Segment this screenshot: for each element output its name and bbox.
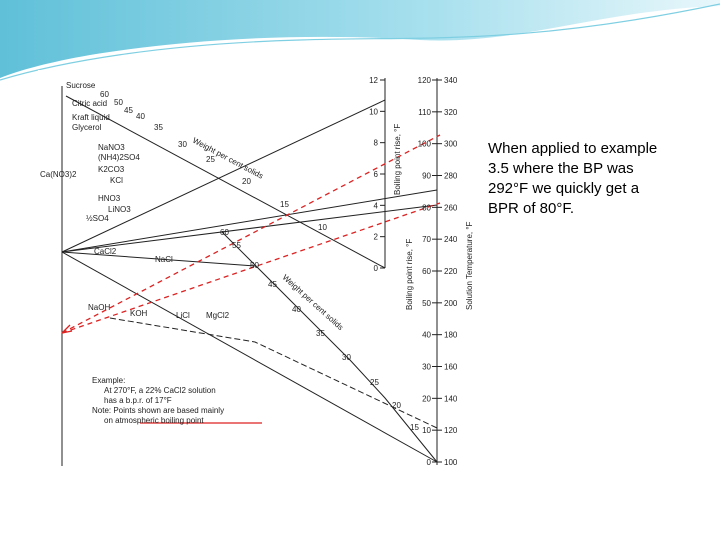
callout-line: 3.5 where the BP was xyxy=(488,160,634,177)
compound-label: ½SO4 xyxy=(86,214,109,223)
solids-tick: 45 xyxy=(124,106,133,115)
compound-label: CaCl2 xyxy=(94,247,117,256)
compound-label: Glycerol xyxy=(72,123,102,132)
bpr-tick-label: 6 xyxy=(374,170,379,179)
callout-line: BPR of 80°F. xyxy=(488,200,574,217)
bpr-tick-label: 4 xyxy=(374,201,379,210)
bpr-tick-label: 120 xyxy=(418,76,432,85)
temp-tick-label: 340 xyxy=(444,76,458,85)
nomograph-image xyxy=(38,70,682,472)
temp-tick-label: 220 xyxy=(444,267,458,276)
bpr-tick-label: 40 xyxy=(422,331,431,340)
example-note: Note: Points shown are based mainly xyxy=(92,406,224,415)
temp-tick-label: 160 xyxy=(444,363,458,372)
example-note: on atmospheric boiling point xyxy=(104,416,204,425)
temp-tick-label: 180 xyxy=(444,331,458,340)
solids-tick: 15 xyxy=(410,423,419,432)
bpr-tick-label: 10 xyxy=(369,107,378,116)
temp-tick-label: 320 xyxy=(444,108,458,117)
solids-tick: 45 xyxy=(268,280,277,289)
bpr-title: Boiling point rise, °F xyxy=(405,239,414,310)
example-construction xyxy=(61,134,441,334)
compound-label: KCl xyxy=(110,176,123,185)
solids-tick: 15 xyxy=(280,200,289,209)
compound-label: Sucrose xyxy=(66,81,96,90)
solids-tick: 60 xyxy=(100,90,109,99)
bpr-tick-label: 90 xyxy=(422,172,431,181)
compound-label: NaCl xyxy=(155,255,173,264)
bpr-tick-label: 8 xyxy=(374,139,379,148)
bpr-tick-label: 0 xyxy=(374,264,379,273)
solids-tick: 50 xyxy=(250,261,259,270)
temp-tick-label: 120 xyxy=(444,426,458,435)
solids-tick: 20 xyxy=(392,401,401,410)
callout-line: 292°F we quickly get a xyxy=(488,180,640,197)
bpr-tick-label: 10 xyxy=(422,426,431,435)
example-note: Example: xyxy=(92,376,125,385)
example-note: has a b.p.r. of 17°F xyxy=(104,396,172,405)
compound-label: NaNO3 xyxy=(98,143,125,152)
bpr-tick-label: 12 xyxy=(369,76,378,85)
compound-label: (NH4)2SO4 xyxy=(98,153,140,162)
bpr-tick-label: 20 xyxy=(422,394,431,403)
header-wave xyxy=(0,0,720,78)
solids-tick: 40 xyxy=(136,112,145,121)
temp-tick-label: 260 xyxy=(444,203,458,212)
callout-line: When applied to example xyxy=(488,140,657,157)
compound-label: Ca(NO3)2 xyxy=(40,170,77,179)
nomograph-lines xyxy=(61,78,438,466)
solids-tick: 25 xyxy=(370,378,379,387)
compound-label: KOH xyxy=(130,309,148,318)
temp-tick-label: 240 xyxy=(444,235,458,244)
bpr-tick-label: 30 xyxy=(422,363,431,372)
bpr-tick-label: 110 xyxy=(418,108,431,117)
solids-tick: 35 xyxy=(154,123,163,132)
temp-tick-label: 100 xyxy=(444,458,458,467)
bpr-tick-label: 2 xyxy=(374,233,379,242)
bpr-tick-label: 80 xyxy=(422,203,431,212)
bpr-tick-label: 100 xyxy=(418,140,432,149)
callout: When applied to example 3.5 where the BP… xyxy=(488,140,657,217)
compound-label: K2CO3 xyxy=(98,165,125,174)
solids-tick: 50 xyxy=(114,98,123,107)
example-note: At 270°F, a 22% CaCl2 solution xyxy=(104,386,216,395)
solids-tick: 55 xyxy=(232,241,241,250)
bpr-tick-label: 0 xyxy=(427,458,432,467)
solids-tick: 35 xyxy=(316,329,325,338)
solids-tick: 20 xyxy=(242,177,251,186)
compound-label: MgCl2 xyxy=(206,311,230,320)
solids-tick: 40 xyxy=(292,305,301,314)
temp-title: Solution Temperature, °F xyxy=(465,221,474,310)
solids-tick: 30 xyxy=(178,140,187,149)
temp-tick-label: 200 xyxy=(444,299,458,308)
temp-tick-label: 140 xyxy=(444,394,458,403)
compound-label: Kraft liquid xyxy=(72,113,110,122)
solids-tick: 30 xyxy=(342,353,351,362)
bpr-tick-label: 60 xyxy=(422,267,431,276)
solids-tick: 25 xyxy=(206,155,215,164)
temp-tick-label: 280 xyxy=(444,172,458,181)
solids-tick: 60 xyxy=(220,228,229,237)
bpr-title: Boiling point rise, °F xyxy=(393,124,402,195)
compound-label: LiCl xyxy=(176,311,190,320)
compound-label: NaOH xyxy=(88,303,110,312)
wave-line xyxy=(0,3,720,81)
bpr-tick-label: 70 xyxy=(422,235,431,244)
bpr-tick-label: 50 xyxy=(422,299,431,308)
arrow-head xyxy=(61,324,73,334)
compound-label: LiNO3 xyxy=(108,205,131,214)
temp-tick-label: 300 xyxy=(444,140,458,149)
solids-tick: 10 xyxy=(318,223,327,232)
compound-label: Citric acid xyxy=(72,99,107,108)
compound-label: HNO3 xyxy=(98,194,121,203)
